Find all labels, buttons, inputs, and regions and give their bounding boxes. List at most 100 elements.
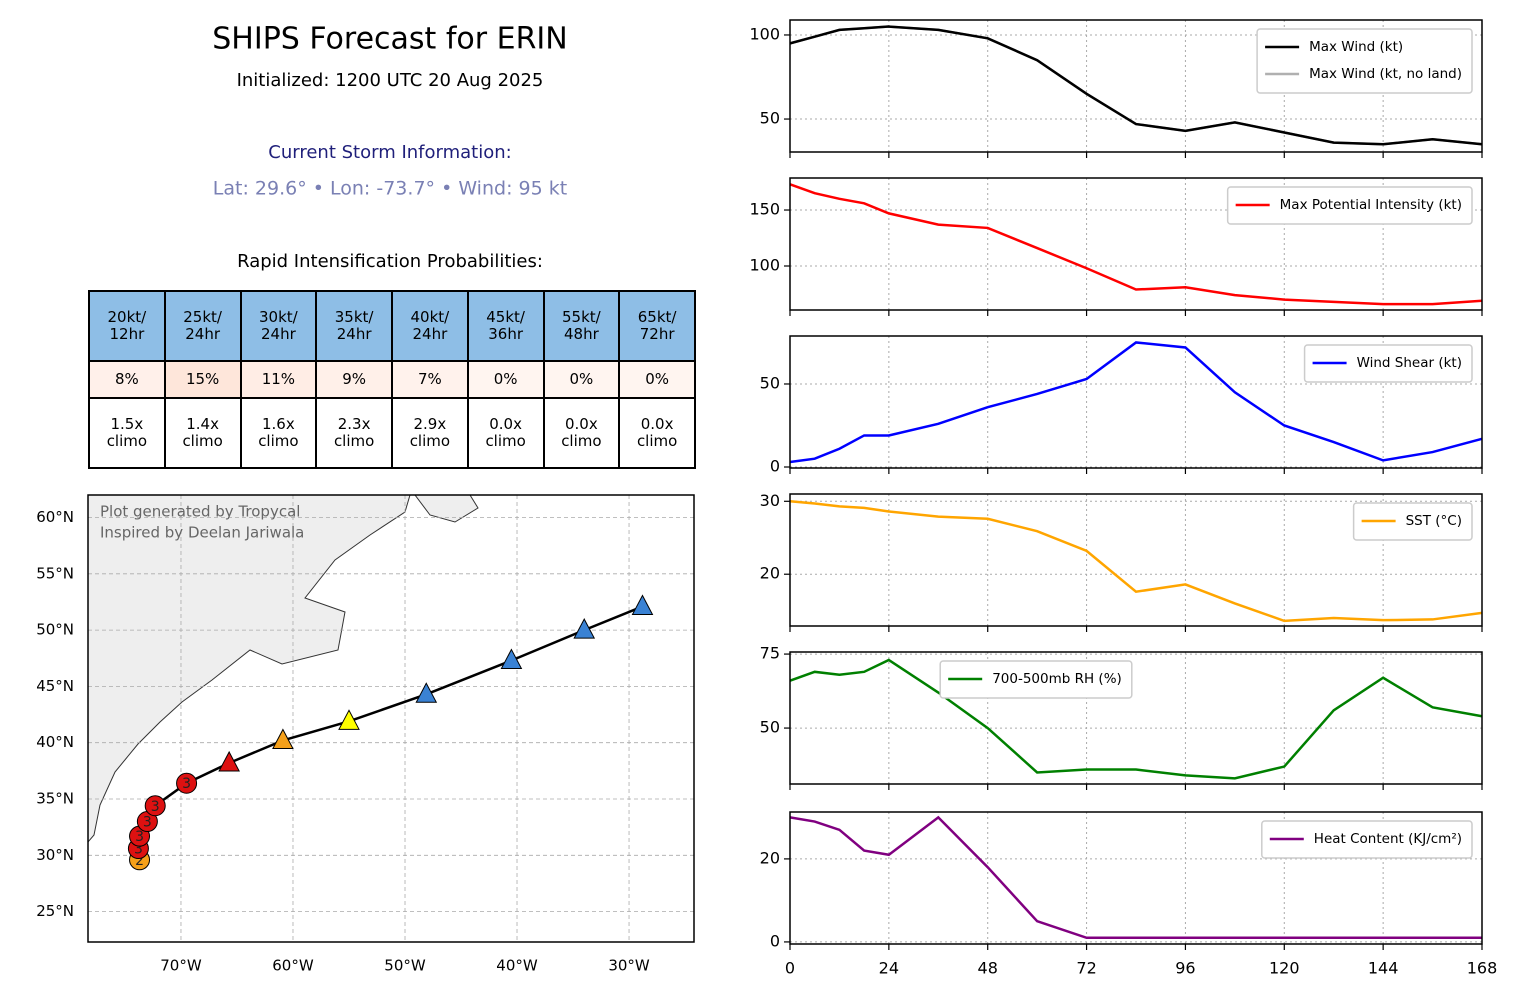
legend-box (1226, 186, 1473, 225)
category-label: 3 (151, 799, 160, 815)
y-tick-label: 50 (760, 718, 780, 737)
series-line (789, 341, 1483, 464)
y-tick-label: 150 (749, 200, 780, 219)
track-point (500, 648, 523, 670)
y-tick-label: 60°N (36, 508, 74, 526)
subtitle: Initialized: 1200 UTC 20 Aug 2025 (237, 70, 544, 91)
y-tick-label: 20 (760, 848, 780, 867)
x-tick-label: 40°W (496, 957, 538, 975)
legend: SST (°C) (1352, 502, 1473, 541)
legend: Heat Content (KJ/cm²) (1261, 820, 1473, 859)
table-cell: 0.0x climo (618, 396, 696, 470)
table-cell: 11% (239, 360, 318, 399)
y-tick-label: 55°N (36, 564, 74, 582)
table-row: 1.5x climo 1.4x climo 1.6x climo 2.3x climo… (88, 396, 696, 470)
ri-table: 20kt/ 12hr 25kt/ 24hr 30kt/ 24hr 35kt/ 24hr… (88, 289, 696, 470)
legend-box (1261, 820, 1473, 859)
y-tick-label: 30 (760, 491, 780, 510)
y-tick-label: 30°N (36, 846, 74, 864)
category-label: 3 (135, 829, 144, 845)
legend-label: Max Wind (kt) (1309, 39, 1403, 55)
x-tick-label: 120 (1269, 959, 1300, 978)
north-america (88, 495, 411, 843)
greenland (414, 495, 479, 523)
panel-frame (789, 493, 1483, 627)
track-point (144, 795, 166, 817)
table-row: 20kt/ 12hr 25kt/ 24hr 30kt/ 24hr 35kt/ 24hr… (88, 289, 696, 363)
legend-label: Heat Content (KJ/cm²) (1314, 831, 1462, 847)
table-cell: 2.9x climo (391, 396, 469, 470)
table-cell: 30kt/ 24hr (239, 289, 318, 363)
track-point (218, 750, 240, 772)
x-tick-label: 50°W (384, 957, 426, 975)
y-tick-label: 100 (749, 256, 780, 275)
category-label: 3 (134, 842, 143, 858)
x-tick-label: 168 (1467, 959, 1498, 978)
legend-label: Wind Shear (kt) (1357, 355, 1462, 371)
x-tick-label: 70°W (160, 957, 202, 975)
y-tick-label: 50 (760, 109, 780, 128)
track-point (631, 594, 654, 615)
track-point (176, 772, 198, 794)
legend-label: 700-500mb RH (%) (992, 671, 1122, 687)
track-point (272, 728, 294, 749)
ri-title: Rapid Intensification Probabilities: (237, 251, 543, 272)
y-tick-label: 45°N (36, 677, 74, 695)
track-point (415, 682, 438, 703)
table-cell: 0% (618, 360, 696, 399)
table-cell: 0% (466, 360, 545, 399)
legend-box (1256, 28, 1473, 94)
panel-frame (789, 335, 1483, 469)
annotation: Plot generated by Tropycal (100, 503, 300, 521)
x-tick-label: 60°W (272, 957, 314, 975)
title: SHIPS Forecast for ERIN (212, 22, 567, 57)
series-line (789, 183, 1483, 306)
legend-box (939, 660, 1133, 699)
current-label: Current Storm Information: (268, 142, 511, 163)
y-tick-label: 50°N (36, 621, 74, 639)
map-frame (87, 494, 695, 943)
table-cell: 1.6x climo (239, 396, 318, 470)
current-info: Lat: 29.6° • Lon: -73.7° • Wind: 95 kt (213, 178, 567, 200)
y-tick-label: 0 (770, 457, 780, 476)
y-tick-label: 20 (760, 564, 780, 583)
x-tick-label: 96 (1175, 959, 1195, 978)
panel-frame (789, 651, 1483, 785)
y-tick-label: 100 (749, 24, 780, 43)
table-cell: 15% (163, 360, 242, 399)
y-tick-label: 50 (760, 373, 780, 392)
x-tick-label: 0 (785, 959, 795, 978)
series-line (789, 815, 1482, 940)
table-cell: 45kt/ 36hr (466, 289, 545, 363)
table-row: 8% 15% 11% 9% 7% 0% 0% 0% (88, 360, 696, 399)
x-tick-label: 144 (1368, 959, 1399, 978)
y-tick-label: 75 (760, 644, 780, 663)
legend: 700-500mb RH (%) (939, 660, 1133, 699)
series-line (789, 25, 1483, 146)
table-cell: 8% (88, 360, 166, 399)
annotation: Inspired by Deelan Jariwala (100, 524, 304, 542)
x-tick-label: 72 (1076, 959, 1096, 978)
y-tick-label: 40°N (36, 733, 74, 751)
track-point (573, 618, 596, 639)
y-tick-label: 0 (770, 931, 780, 950)
series-line (789, 658, 1483, 780)
table-cell: 1.5x climo (88, 396, 166, 470)
legend-label: Max Wind (kt, no land) (1309, 66, 1462, 82)
table-cell: 0.0x climo (466, 396, 545, 470)
table-cell: 20kt/ 12hr (88, 289, 166, 363)
y-tick-label: 25°N (36, 902, 74, 920)
table-cell: 55kt/ 48hr (542, 289, 621, 363)
panel-frame (789, 177, 1483, 311)
series-line (789, 500, 1483, 623)
x-tick-label: 48 (978, 959, 998, 978)
y-tick-label: 35°N (36, 790, 74, 808)
x-tick-label: 30°W (608, 957, 650, 975)
track-point (338, 709, 360, 730)
legend: Wind Shear (kt) (1303, 344, 1473, 383)
table-cell: 40kt/ 24hr (391, 289, 469, 363)
land (88, 495, 479, 843)
legend-label: Max Potential Intensity (kt) (1280, 197, 1462, 213)
legend: Max Potential Intensity (kt) (1226, 186, 1473, 225)
